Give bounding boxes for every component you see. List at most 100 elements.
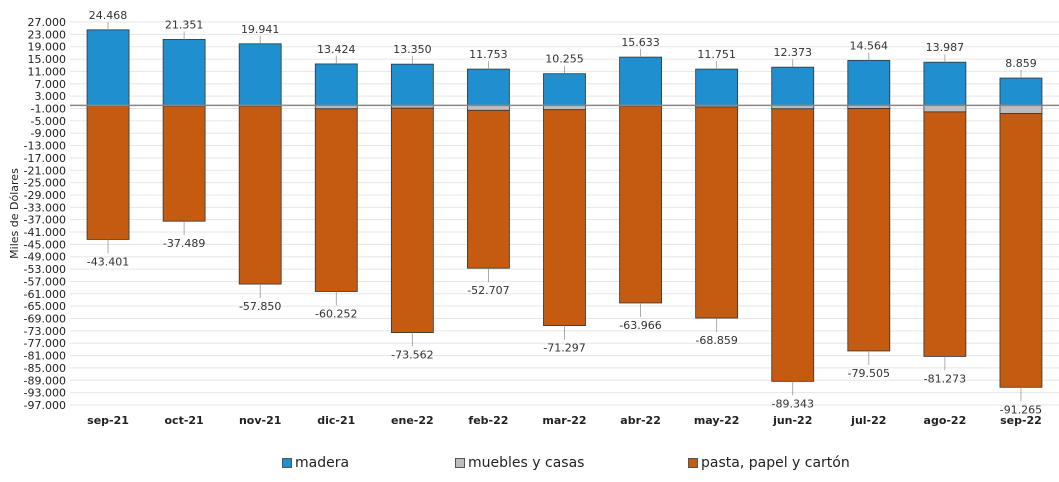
- y-tick-label: -81.000: [24, 350, 66, 363]
- x-category-label: oct-21: [165, 414, 204, 427]
- y-tick-label: -61.000: [24, 288, 66, 301]
- y-tick-label: -45.000: [24, 238, 66, 251]
- x-category-label: mar-22: [542, 414, 586, 427]
- data-label-negative: -73.562: [391, 349, 433, 362]
- data-label-negative: -71.297: [543, 342, 585, 355]
- y-tick-label: -85.000: [24, 362, 66, 375]
- bar-muebles-y-casas: [923, 104, 967, 113]
- legend-item: muebles y casas: [455, 455, 584, 471]
- x-category-label: abr-22: [620, 414, 661, 427]
- y-tick-label: -77.000: [24, 337, 66, 350]
- bar-pasta-papel-carton: [162, 105, 206, 222]
- y-tick-label: -53.000: [24, 263, 66, 276]
- y-tick-label: -29.000: [24, 189, 66, 202]
- data-label-negative: -91.265: [1000, 403, 1042, 416]
- x-category-label: sep-22: [1000, 414, 1042, 427]
- data-label-positive: 11.751: [697, 48, 736, 61]
- legend-swatch: [282, 458, 292, 468]
- bar-pasta-papel-carton: [771, 108, 815, 382]
- bar-madera: [162, 39, 206, 106]
- legend-swatch: [455, 458, 465, 468]
- x-category-label: jun-22: [772, 414, 812, 427]
- y-tick-label: -17.000: [24, 152, 66, 165]
- y-tick-label: -69.000: [24, 313, 66, 326]
- bar-pasta-papel-carton: [467, 109, 510, 269]
- bar-madera: [238, 43, 282, 106]
- x-category-label: ago-22: [924, 414, 967, 427]
- y-tick-label: 11.000: [28, 65, 67, 78]
- y-tick-label: -9.000: [31, 127, 66, 140]
- data-label-negative: -68.859: [695, 334, 737, 347]
- bar-muebles-y-casas: [999, 104, 1043, 114]
- bar-pasta-papel-carton: [999, 113, 1043, 388]
- x-category-label: nov-21: [239, 414, 281, 427]
- y-tick-label: -89.000: [24, 374, 66, 387]
- y-tick-label: -49.000: [24, 251, 66, 264]
- data-label-positive: 10.255: [545, 53, 584, 66]
- y-tick-label: 3.000: [35, 90, 67, 103]
- data-label-negative: -89.343: [771, 397, 813, 410]
- bar-pasta-papel-carton: [619, 105, 662, 304]
- data-label-positive: 14.564: [850, 39, 889, 52]
- data-label-positive: 12.373: [773, 46, 812, 59]
- bar-madera: [390, 63, 434, 106]
- data-label-positive: 19.941: [241, 23, 280, 36]
- y-tick-label: -57.000: [24, 275, 66, 288]
- y-tick-label: -21.000: [24, 164, 66, 177]
- bar-pasta-papel-carton: [238, 105, 282, 285]
- y-tick-label: -41.000: [24, 226, 66, 239]
- bar-madera: [543, 73, 586, 106]
- data-label-positive: 15.633: [621, 36, 660, 49]
- bar-madera: [999, 77, 1043, 106]
- x-category-label: ene-22: [391, 414, 434, 427]
- bar-pasta-papel-carton: [847, 108, 891, 352]
- y-tick-label: -65.000: [24, 300, 66, 313]
- data-label-positive: 11.753: [469, 48, 508, 61]
- data-label-negative: -52.707: [467, 284, 509, 297]
- x-category-label: may-22: [694, 414, 740, 427]
- legend-swatch: [688, 458, 698, 468]
- bar-madera: [467, 68, 510, 106]
- y-tick-label: 7.000: [35, 78, 67, 91]
- bar-pasta-papel-carton: [923, 111, 967, 357]
- y-tick-label: 15.000: [28, 53, 67, 66]
- bar-madera: [847, 60, 891, 106]
- y-tick-label: -1.000: [31, 102, 66, 115]
- bar-pasta-papel-carton: [314, 108, 358, 292]
- x-category-label: sep-21: [87, 414, 129, 427]
- legend-label: muebles y casas: [468, 455, 585, 471]
- bar-madera: [314, 63, 358, 106]
- data-label-positive: 8.859: [1005, 57, 1037, 70]
- x-category-label: jul-22: [850, 414, 886, 427]
- legend-item: madera: [282, 455, 349, 471]
- data-label-negative: -60.252: [315, 307, 357, 320]
- data-label-positive: 13.350: [393, 43, 432, 56]
- bar-madera: [86, 29, 130, 106]
- y-tick-label: -13.000: [24, 140, 66, 153]
- data-label-negative: -81.273: [924, 372, 966, 385]
- data-label-positive: 24.468: [89, 9, 128, 22]
- y-tick-label: 19.000: [28, 41, 67, 54]
- y-tick-label: 23.000: [28, 28, 67, 41]
- bar-pasta-papel-carton: [543, 109, 586, 327]
- y-tick-label: -33.000: [24, 201, 66, 214]
- legend-label: pasta, papel y cartón: [701, 455, 850, 471]
- bar-madera: [771, 66, 815, 106]
- legend-label: madera: [295, 455, 350, 471]
- data-label-negative: -79.505: [848, 367, 890, 380]
- x-category-label: feb-22: [468, 414, 508, 427]
- y-tick-label: -93.000: [24, 387, 66, 400]
- bar-pasta-papel-carton: [86, 105, 130, 240]
- bar-madera: [619, 56, 662, 106]
- bar-pasta-papel-carton: [390, 107, 434, 334]
- data-label-negative: -63.966: [619, 319, 661, 332]
- x-category-label: dic-21: [317, 414, 355, 427]
- data-label-negative: -37.489: [163, 237, 205, 250]
- chart-legend: madera muebles y casas pasta, papel y cart…: [0, 455, 1059, 477]
- data-label-negative: -57.850: [239, 300, 281, 313]
- data-label-positive: 13.987: [926, 41, 965, 54]
- data-label-positive: 21.351: [165, 18, 204, 31]
- stacked-bar-chart: 27.00023.00019.00015.00011.0007.0003.000…: [8, 9, 1059, 427]
- y-tick-label: -5.000: [31, 115, 66, 128]
